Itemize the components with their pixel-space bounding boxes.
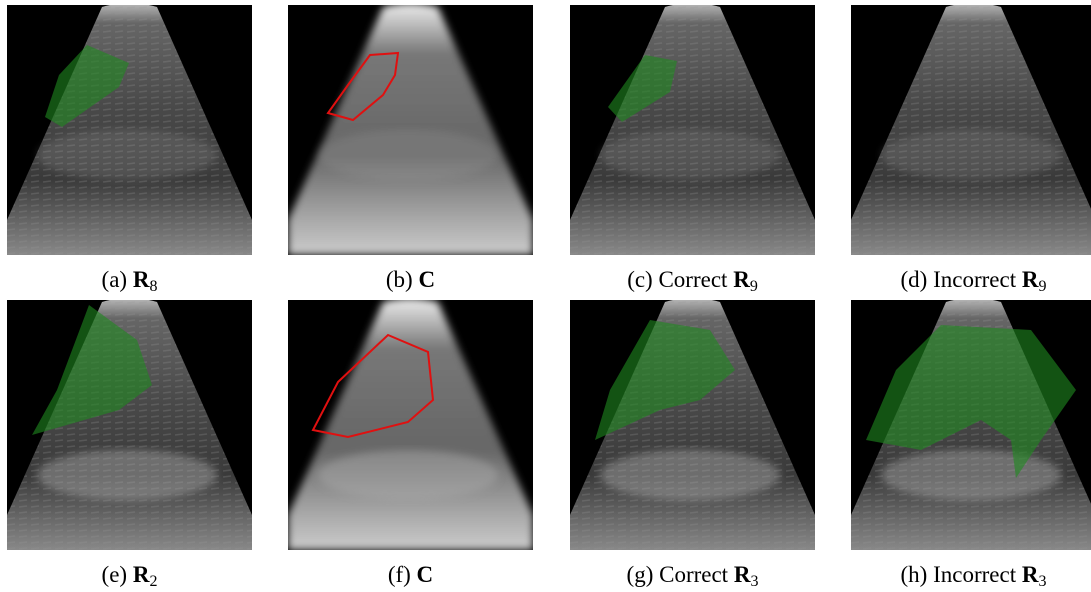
caption: (e) R2 xyxy=(0,562,272,591)
panel: (c) Correct R9 xyxy=(570,5,815,295)
caption-part: (b) xyxy=(385,267,413,292)
bright-band xyxy=(318,130,498,180)
caption-part: (f) xyxy=(387,562,411,587)
panel: (e) R2 xyxy=(7,300,252,590)
speckle xyxy=(570,5,815,255)
speckle xyxy=(7,5,252,255)
caption-part: (h) xyxy=(900,562,928,587)
bright-band xyxy=(37,450,217,500)
ultrasound-image xyxy=(288,300,533,550)
ultrasound-image xyxy=(570,5,815,255)
caption-part: 3 xyxy=(1038,573,1047,590)
bright-band xyxy=(600,450,780,500)
ultrasound-image xyxy=(851,5,1091,255)
sym: R xyxy=(1021,562,1039,587)
caption: (b) C xyxy=(268,267,553,293)
segmentation-mask xyxy=(866,325,1076,478)
caption-part: (a) xyxy=(101,267,128,292)
panel: (a) R8 xyxy=(7,5,252,295)
segmentation-mask xyxy=(595,320,735,440)
segmentation-mask xyxy=(608,55,677,122)
ultrasound-fan xyxy=(288,5,533,255)
ultrasound-image xyxy=(570,300,815,550)
caption: (f) C xyxy=(268,562,553,588)
sym: R xyxy=(733,267,750,292)
caption-part: 3 xyxy=(750,573,759,590)
caption-part: 2 xyxy=(149,573,158,590)
segmentation-mask xyxy=(45,45,129,127)
panel: (h) Incorrect R3 xyxy=(851,300,1091,590)
sym: R xyxy=(132,562,150,587)
sym: C xyxy=(416,562,434,587)
sym: R xyxy=(1021,267,1039,292)
bright-band xyxy=(881,130,1061,180)
panel: (g) Correct R3 xyxy=(570,300,815,590)
caption-part: (e) xyxy=(101,562,128,587)
sym: C xyxy=(418,267,436,292)
ultrasound-image xyxy=(851,300,1091,550)
ultrasound-image xyxy=(7,300,252,550)
caption-part: Correct xyxy=(659,562,729,587)
segmentation-mask xyxy=(32,305,152,435)
sym: R xyxy=(733,562,751,587)
bright-band xyxy=(37,130,217,180)
bright-band xyxy=(881,450,1061,500)
bright-band xyxy=(318,450,498,500)
caption-part: 9 xyxy=(749,278,758,295)
caption-part: Incorrect xyxy=(933,267,1017,292)
panel: (d) Incorrect R9 xyxy=(851,5,1091,295)
ultrasound-image xyxy=(7,5,252,255)
caption: (a) R8 xyxy=(0,267,272,296)
ultrasound-image xyxy=(288,5,533,255)
caption-part: 9 xyxy=(1038,278,1047,295)
contour xyxy=(326,51,400,122)
caption-part: 8 xyxy=(149,278,158,295)
contour xyxy=(311,333,435,439)
caption-part: (c) xyxy=(627,267,653,292)
panel: (f) C xyxy=(288,300,533,587)
panel: (b) C xyxy=(288,5,533,292)
caption: (d) Incorrect R9 xyxy=(831,267,1091,296)
sym: R xyxy=(132,267,150,292)
caption-part: (g) xyxy=(626,562,654,587)
caption-part: Incorrect xyxy=(933,562,1017,587)
caption-part: Correct xyxy=(658,267,728,292)
caption: (h) Incorrect R3 xyxy=(831,562,1091,591)
caption: (g) Correct R3 xyxy=(550,562,835,591)
caption: (c) Correct R9 xyxy=(550,267,835,296)
bright-band xyxy=(600,130,780,180)
caption-part: (d) xyxy=(900,267,928,292)
